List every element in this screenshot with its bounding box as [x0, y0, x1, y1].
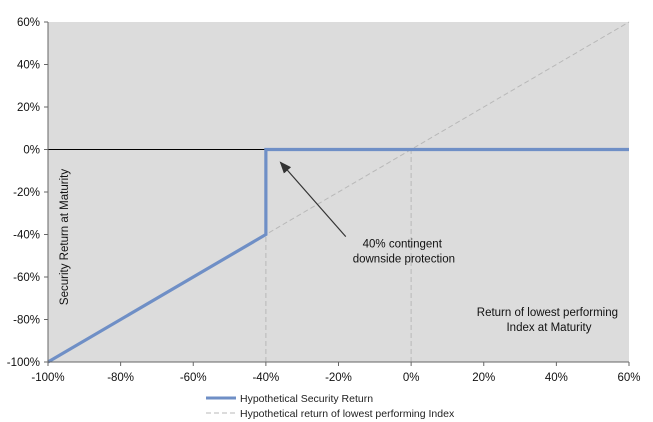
- x-tick-label: -100%: [31, 372, 64, 384]
- y-tick-label: -100%: [7, 357, 40, 369]
- legend: Hypothetical Security Return Hypothetica…: [206, 393, 455, 420]
- x-tick-label: 40%: [545, 372, 568, 384]
- x-axis-label-line-1: Return of lowest performing: [477, 307, 618, 319]
- y-tick-label: 60%: [17, 17, 40, 29]
- legend-label-security-return: Hypothetical Security Return: [240, 393, 373, 405]
- y-tick-label: -40%: [13, 230, 40, 242]
- x-tick-label: -80%: [107, 372, 134, 384]
- x-tick-label: -60%: [180, 372, 207, 384]
- x-tick-label: 60%: [617, 372, 640, 384]
- y-tick-label: 20%: [17, 102, 40, 114]
- annotation-label-line-1: 40% contingent: [363, 238, 443, 250]
- x-tick-label: -40%: [252, 372, 279, 384]
- y-tick-label: -80%: [13, 315, 40, 327]
- y-tick-label: 40%: [17, 60, 40, 72]
- series-layer: [47, 21, 630, 364]
- y-axis-ticks: -100% -80% -60% -40% -20% 0% 20% 40% 60%: [7, 17, 48, 369]
- annotation-label: 40% contingent downside protection: [353, 238, 455, 265]
- y-tick-label: -60%: [13, 272, 40, 284]
- y-tick-label: -20%: [13, 187, 40, 199]
- x-tick-label: -20%: [325, 372, 352, 384]
- annotation-label-line-2: downside protection: [353, 253, 455, 265]
- x-axis-ticks: -100% -80% -60% -40% -20% 0% 20% 40% 60%: [31, 362, 641, 384]
- x-tick-label: 0%: [403, 372, 420, 384]
- x-axis-label-line-2: Index at Maturity: [506, 322, 591, 334]
- y-axis-label: Security Return at Maturity: [59, 169, 71, 305]
- x-tick-label: 20%: [472, 372, 495, 384]
- legend-label-index-return: Hypothetical return of lowest performing…: [240, 408, 455, 420]
- x-axis-label: Return of lowest performing Index at Mat…: [477, 307, 621, 334]
- y-tick-label: 0%: [23, 145, 40, 157]
- annotation-arrow: [279, 161, 347, 238]
- series-security-return-line: [47, 147, 629, 364]
